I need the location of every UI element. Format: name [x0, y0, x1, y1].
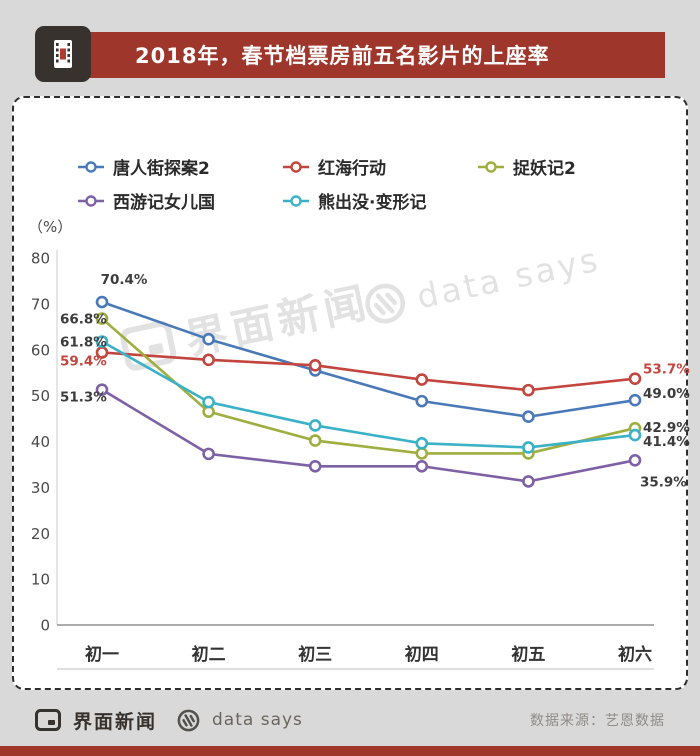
title-bar: 2018年，春节档票房前五名影片的上座率: [61, 32, 665, 78]
data-point-marker: [95, 295, 109, 309]
data-point-marker: [308, 359, 322, 372]
y-axis-unit-label: （%）: [28, 218, 73, 236]
y-tick-label: 40: [31, 433, 50, 451]
data-point-marker: [308, 419, 322, 432]
data-point-marker: [202, 395, 215, 409]
data-point-marker: [415, 373, 429, 386]
legend-label: 红海行动: [318, 159, 386, 179]
value-label: 53.7%: [643, 362, 690, 378]
value-label: 70.4%: [101, 272, 148, 288]
legend-item-2: 捉妖记2: [477, 154, 576, 179]
data-point-marker: [522, 383, 535, 397]
data-point-marker: [522, 410, 535, 424]
legend-item-1: 红海行动: [282, 154, 386, 179]
data-point-marker: [415, 437, 429, 450]
data-point-marker: [628, 428, 642, 442]
data-point-marker: [202, 332, 215, 346]
series-line-4: [100, 340, 637, 449]
value-label: 59.4%: [60, 354, 107, 370]
x-tick-label: 初四: [405, 644, 439, 665]
y-tick-label: 0: [40, 617, 50, 635]
footer-brand-datasays: data says: [212, 710, 303, 730]
value-label: 66.8%: [60, 312, 107, 328]
y-tick-label: 50: [31, 387, 50, 405]
legend-marker: [283, 160, 309, 173]
y-tick-label: 30: [31, 479, 50, 497]
data-point-marker: [415, 394, 429, 408]
legend-label: 熊出没·变形记: [318, 193, 427, 213]
series-line-3: [100, 388, 637, 483]
footer: 界面新闻 data says 数据来源：艺恩数据: [35, 698, 665, 742]
header: 2018年，春节档票房前五名影片的上座率: [35, 26, 665, 84]
x-tick-label: 初六: [618, 644, 652, 665]
data-point-marker: [308, 459, 322, 473]
legend-marker: [78, 160, 104, 173]
x-tick-label: 初一: [85, 644, 119, 665]
data-point-marker: [628, 372, 642, 385]
data-point-marker: [202, 447, 215, 461]
y-tick-label: 20: [31, 525, 50, 543]
chart-card: 界面新闻 data says 唐人街探案2 红海行动 捉妖记2 西游记女儿国 熊出没·变…: [12, 96, 690, 690]
page-title: 2018年，春节档票房前五名影片的上座率: [135, 44, 550, 68]
data-point-marker: [95, 383, 109, 396]
x-tick-label: 初二: [192, 644, 226, 665]
value-label: 61.8%: [60, 334, 107, 350]
legend-marker: [478, 160, 504, 173]
value-label: 41.4%: [643, 434, 690, 450]
film-strip-glyph: [54, 40, 72, 68]
data-point-marker: [95, 312, 109, 325]
datasays-circle-icon: [177, 709, 200, 731]
x-tick-label: 初三: [298, 644, 332, 665]
data-point-marker: [628, 393, 642, 407]
film-icon: [35, 26, 91, 82]
data-point-marker: [628, 454, 642, 467]
data-point-marker: [415, 459, 429, 473]
legend-marker: [78, 194, 104, 207]
y-tick-label: 70: [31, 295, 50, 313]
series-line-2: [100, 317, 637, 455]
series-line-1: [100, 351, 637, 392]
data-point-marker: [522, 441, 535, 454]
value-label: 42.9%: [643, 420, 690, 436]
value-label: 51.3%: [60, 390, 107, 406]
legend-marker: [283, 194, 309, 207]
legend-item-0: 唐人街探案2: [77, 154, 210, 179]
value-label: 49.0%: [643, 386, 690, 402]
line-chart: 0 10 20 30 40 50 60 70 80 初一 初二 初三 初四 初五 初六 70.4% 66.8% 6…: [31, 250, 690, 670]
legend-label: 捉妖记2: [513, 159, 576, 179]
y-tick-label: 60: [31, 341, 50, 359]
data-point-marker: [415, 447, 429, 460]
legend-item-3: 西游记女儿国: [77, 188, 215, 213]
value-label: 35.9%: [640, 474, 687, 490]
footer-brands: 界面新闻 data says: [35, 707, 303, 734]
data-source: 数据来源：艺恩数据: [530, 713, 665, 729]
footer-brand-jiemian: 界面新闻: [73, 710, 158, 733]
data-point-marker: [308, 434, 322, 447]
legend-label: 西游记女儿国: [113, 193, 215, 213]
x-tick-label: 初五: [511, 644, 545, 665]
legend-label: 唐人街探案2: [113, 159, 210, 179]
jiemian-tv-icon: [35, 709, 61, 731]
legend-item-4: 熊出没·变形记: [282, 188, 426, 213]
data-point-marker: [202, 353, 215, 367]
y-tick-label: 80: [31, 250, 50, 268]
bottom-accent-strip: [0, 746, 700, 756]
data-point-marker: [95, 335, 109, 348]
data-point-marker: [522, 475, 535, 488]
y-tick-label: 10: [31, 571, 50, 589]
series-line-0: [100, 300, 637, 419]
